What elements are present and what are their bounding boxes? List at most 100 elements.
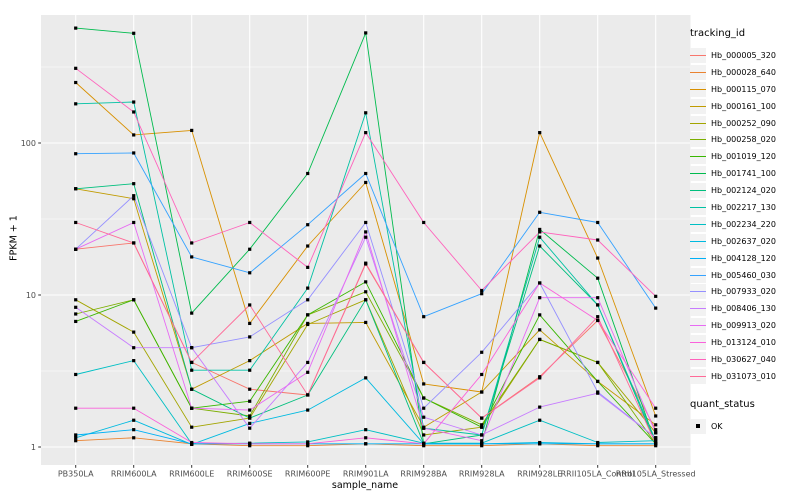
data-point — [422, 382, 426, 386]
legend-label: Hb_001019_120 — [711, 152, 776, 162]
legend-key-line — [690, 206, 706, 208]
legend-item: Hb_005460_030 — [690, 267, 800, 284]
data-point — [248, 359, 252, 363]
x-axis-title: sample_name — [331, 480, 399, 491]
legend-key — [690, 418, 706, 434]
data-point — [132, 194, 136, 198]
legend-title-quant-status: quant_status — [690, 398, 755, 410]
data-point — [190, 241, 194, 245]
data-point — [306, 286, 310, 290]
data-point — [654, 442, 658, 446]
data-point — [654, 414, 658, 418]
legend-key-line — [690, 291, 706, 293]
data-point — [132, 197, 136, 201]
legend-item: Hb_000028_640 — [690, 64, 800, 81]
data-point — [422, 415, 426, 419]
legend-key — [690, 47, 706, 63]
legend-key-line — [690, 308, 706, 310]
data-point — [74, 433, 78, 437]
legend-key-line — [690, 325, 706, 327]
data-point — [422, 426, 426, 430]
data-point — [538, 296, 542, 300]
legend: tracking_id Hb_000005_320 Hb_000028_640 Hb… — [690, 28, 800, 435]
data-point — [74, 298, 78, 302]
legend-label: Hb_001741_100 — [711, 169, 776, 179]
data-point — [538, 376, 542, 380]
data-point — [306, 265, 310, 269]
legend-item: Hb_000005_320 — [690, 47, 800, 64]
legend-label: Hb_000028_640 — [711, 67, 776, 77]
data-point — [422, 406, 426, 410]
legend-label: Hb_005460_030 — [711, 270, 776, 280]
y-tick-label: 10 — [26, 291, 36, 300]
data-point — [364, 436, 368, 440]
legend-label: Hb_000115_070 — [711, 84, 776, 94]
data-point — [74, 80, 78, 85]
data-point — [422, 442, 426, 446]
data-point — [364, 320, 368, 325]
data-point — [306, 244, 310, 248]
y-tick-label: 100 — [21, 139, 36, 148]
legend-item: Hb_002124_020 — [690, 182, 800, 199]
legend-key-line — [690, 375, 706, 377]
data-point — [480, 350, 484, 354]
data-point — [538, 313, 542, 317]
legend-label: Hb_013124_010 — [711, 338, 776, 348]
data-point — [132, 436, 136, 440]
data-point — [422, 220, 426, 225]
legend-item: Hb_000252_090 — [690, 115, 800, 132]
data-point — [364, 280, 368, 284]
legend-label: Hb_002217_130 — [711, 202, 776, 212]
legend-label: Hb_004128_120 — [711, 253, 776, 263]
legend-key-line — [690, 240, 706, 242]
data-point — [654, 406, 658, 410]
legend-label: Hb_030627_040 — [711, 354, 776, 364]
data-point — [480, 372, 484, 377]
data-point — [74, 305, 78, 309]
data-point — [306, 408, 310, 412]
legend-label: Hb_000252_090 — [711, 118, 776, 128]
legend-key — [690, 233, 706, 249]
data-point — [364, 111, 368, 115]
data-point — [74, 102, 78, 106]
data-point — [132, 31, 136, 35]
legend-label: Hb_031073_010 — [711, 371, 776, 381]
legend-label: Hb_000161_100 — [711, 101, 776, 111]
data-point — [596, 303, 600, 307]
legend-key — [690, 284, 706, 300]
data-point — [248, 426, 252, 430]
data-point — [306, 440, 310, 444]
x-tick-label: RRII105LA_Control — [561, 470, 635, 479]
legend-key-line — [690, 342, 706, 344]
data-point — [422, 433, 426, 437]
legend-key-line — [690, 54, 706, 56]
data-point — [364, 261, 368, 265]
data-point — [538, 235, 542, 239]
data-point — [654, 428, 658, 432]
legend-key-line — [690, 257, 706, 259]
legend-item: Hb_030627_040 — [690, 351, 800, 368]
legend-label: Hb_009913_020 — [711, 321, 776, 331]
legend-label: Hb_002637_020 — [711, 236, 776, 246]
legend-key-line — [690, 71, 706, 73]
legend-key — [690, 267, 706, 283]
data-point — [596, 276, 600, 280]
data-point — [654, 431, 658, 435]
legend-key — [690, 250, 706, 266]
data-point — [596, 442, 600, 446]
data-point — [364, 298, 368, 302]
legend-key — [690, 351, 706, 367]
data-point — [132, 220, 136, 225]
legend-key-line — [690, 173, 706, 175]
legend-item: Hb_007933_020 — [690, 283, 800, 300]
data-point — [190, 255, 194, 259]
data-point — [74, 436, 78, 440]
data-point — [306, 393, 310, 397]
data-point — [538, 442, 542, 446]
data-point — [132, 100, 136, 104]
data-point — [132, 346, 136, 350]
data-point — [132, 182, 136, 186]
data-point — [654, 444, 658, 448]
data-point — [74, 247, 78, 251]
data-point — [132, 330, 136, 334]
